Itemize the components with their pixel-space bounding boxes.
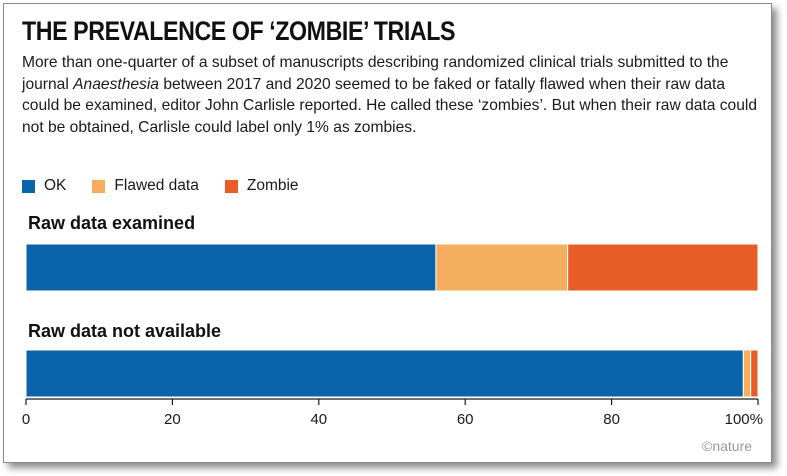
legend-item-zombie: Zombie	[224, 177, 299, 195]
x-tick-label-80: 80	[603, 411, 620, 428]
x-tick-label-0: 0	[22, 411, 30, 428]
legend-item-ok: OK	[22, 177, 66, 195]
bar-segment-raw-data-not-available-flawed-data	[742, 349, 752, 398]
legend-label-ok: OK	[44, 177, 67, 194]
legend-swatch-flawed	[92, 179, 106, 193]
chart-legend: OK Flawed data Zombie	[22, 176, 325, 196]
chart-subtitle: More than one-quarter of a subset of man…	[22, 52, 762, 138]
bar-segment-raw-data-not-available-zombie	[750, 349, 759, 398]
x-axis-ticks: 0 20 40 60 80 100%	[22, 399, 763, 428]
subtitle-journal-name: Anaesthesia	[73, 75, 159, 93]
x-tick-label-100: 100%	[725, 411, 763, 428]
chart-title: THE PREVALENCE OF ‘ZOMBIE’ TRIALS	[22, 16, 456, 46]
bar-segment-raw-data-examined-ok	[25, 243, 437, 292]
x-tick-label-60: 60	[457, 411, 474, 428]
legend-swatch-zombie	[224, 179, 238, 193]
nature-credit: ©nature	[702, 438, 753, 454]
bar-segment-raw-data-examined-zombie	[567, 243, 759, 292]
subtitle-text-end: between 2017 and 2020 seemed to be faked…	[22, 75, 758, 136]
legend-swatch-ok	[22, 179, 35, 193]
x-tick-label-40: 40	[310, 411, 327, 428]
group-label-raw-data-not-available: Raw data not available	[28, 321, 222, 341]
subtitle-text-start: More than one-quarter of a subset of man…	[22, 54, 729, 93]
legend-item-flawed: Flawed data	[92, 177, 199, 195]
group-label-raw-data-examined: Raw data examined	[28, 213, 196, 233]
bar-segment-raw-data-examined-flawed-data	[435, 243, 569, 292]
x-tick-label-20: 20	[164, 411, 181, 428]
legend-label-zombie: Zombie	[246, 177, 299, 194]
bar-segment-raw-data-not-available-ok	[25, 349, 744, 398]
bars-layer	[25, 243, 759, 398]
legend-label-flawed: Flawed data	[114, 177, 199, 194]
